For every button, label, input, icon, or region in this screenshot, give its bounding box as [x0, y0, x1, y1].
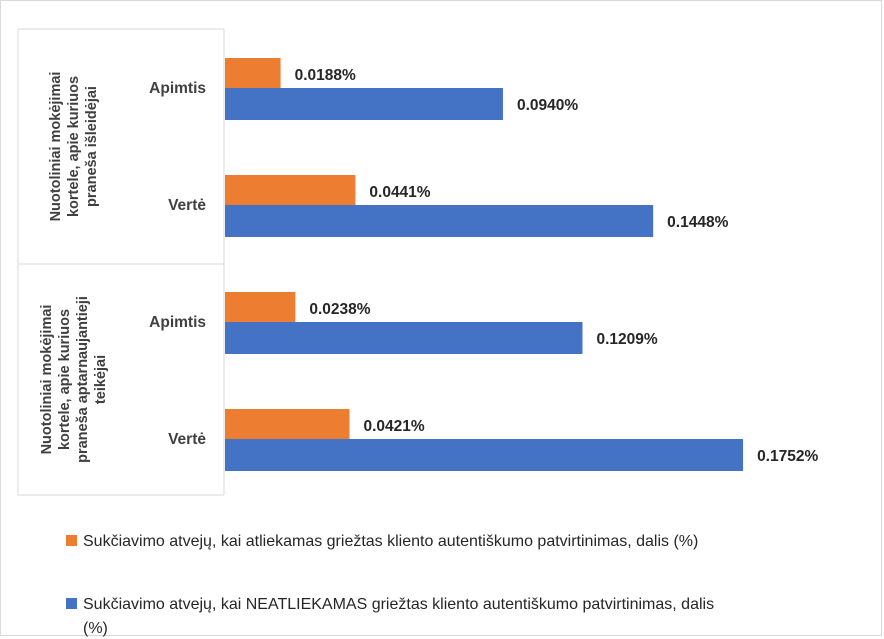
legend-label-line: Sukčiavimo atvejų, kai NEATLIEKAMAS grie… [83, 596, 714, 613]
orange-data-label-3: 0.0238% [309, 301, 370, 318]
group-label-line: kortele, apie kuriuos [57, 309, 73, 450]
group-label-line: Nuotoliniai mokėjimai [48, 72, 64, 222]
blue-data-label-3: 0.1209% [597, 331, 658, 348]
group-label-1: Nuotoliniai mokėjimai kortele, apie kuriu… [48, 72, 100, 222]
legend-label-line: (%) [83, 620, 108, 637]
blue-bar-4 [225, 439, 744, 471]
legend-swatch-blue [66, 598, 77, 609]
blue-bar-3 [225, 322, 583, 354]
blue-bar-1 [225, 88, 503, 120]
group-label-line: praneša išleidėjai [84, 86, 100, 207]
orange-data-label-1: 0.0188% [295, 67, 356, 84]
orange-bar-4 [225, 409, 350, 441]
orange-data-label-2: 0.0441% [369, 184, 430, 201]
category-label-apimtis-1: Apimtis [149, 80, 206, 97]
category-label-apimtis-2: Apimtis [149, 314, 206, 331]
orange-bar-2 [225, 175, 356, 207]
legend-label-line: Sukčiavimo atvejų, kai atliekamas griežt… [83, 533, 698, 550]
group-label-2: Nuotoliniai mokėjimai kortele, apie kuriu… [39, 296, 109, 463]
group-label-line: praneša aptarnaujantieji [75, 296, 91, 463]
legend-label-orange: Sukčiavimo atvejų, kai atliekamas griežt… [83, 533, 698, 550]
blue-data-label-4: 0.1752% [757, 448, 818, 465]
group-label-line: kortele, apie kuriuos [66, 76, 82, 217]
group-label-line: Nuotoliniai mokėjimai [39, 305, 55, 455]
category-label-vert-1: Vertė [168, 197, 206, 214]
group-label-line: teikėjai [93, 355, 109, 404]
blue-bar-2 [225, 205, 654, 237]
legend-swatch-orange [66, 535, 77, 546]
blue-data-label-2: 0.1448% [667, 214, 728, 231]
orange-bar-1 [225, 58, 281, 90]
orange-bar-3 [225, 292, 296, 324]
orange-data-label-4: 0.0421% [363, 418, 424, 435]
legend-label-blue: Sukčiavimo atvejų, kai NEATLIEKAMAS grie… [83, 596, 714, 637]
blue-data-label-1: 0.0940% [517, 97, 578, 114]
category-label-vert-2: Vertė [168, 431, 206, 448]
